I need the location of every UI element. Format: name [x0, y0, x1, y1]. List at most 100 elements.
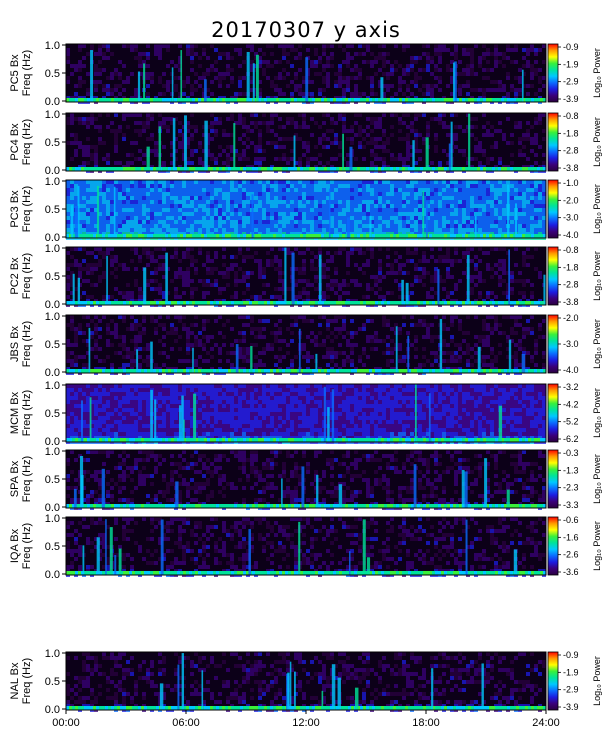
colorbar-tick-label: -3.0: [563, 213, 579, 223]
colorbar-tick-label: -0.9: [563, 650, 579, 660]
freq-axis-label: Freq (Hz): [21, 186, 33, 232]
y-tick-label: 0.0: [45, 367, 60, 379]
colorbar: [547, 179, 559, 239]
colorbar: [547, 112, 559, 172]
colorbar-tick-label: -3.3: [563, 500, 579, 510]
panel-1: 0.0 0.5 1.0 PC4 Bx Freq (Hz) -0.8 -1.8 -2.8 -3.8…: [9, 109, 602, 177]
y-tick-label: 0.0: [45, 704, 60, 716]
colorbar: [547, 43, 559, 103]
colorbar-tick-label: -5.2: [563, 417, 579, 427]
station-label: PC3 Bx: [9, 190, 21, 228]
colorbar-label: Log₁₀ Power: [592, 388, 602, 438]
y-tick-label: 1.0: [45, 40, 60, 52]
panel-8: 0.0 0.5 1.0 NAL Bx Freq (Hz) -0.9 -1.9 -2.9 -3.9…: [9, 648, 602, 716]
freq-axis-label: Freq (Hz): [21, 658, 33, 704]
colorbar-tick-label: -2.0: [563, 195, 579, 205]
station-label: SPA Bx: [9, 460, 21, 497]
colorbar-tick-label: -0.3: [563, 448, 579, 458]
colorbar-tick-label: -3.9: [563, 702, 579, 712]
colorbar-tick-label: -2.3: [563, 483, 579, 493]
colorbar: [547, 314, 559, 374]
y-tick-label: 1.0: [45, 109, 60, 121]
y-tick-label: 0.5: [45, 676, 60, 688]
colorbar-tick-label: -3.9: [563, 94, 579, 104]
colorbar-tick-label: -0.8: [563, 111, 579, 121]
station-label: PC4 Bx: [9, 123, 21, 161]
y-tick-label: 1.0: [45, 380, 60, 392]
colorbar-tick-label: -2.9: [563, 77, 579, 87]
colorbar-label: Log₁₀ Power: [592, 251, 602, 301]
y-tick-label: 0.5: [45, 68, 60, 80]
colorbar: [547, 449, 559, 509]
colorbar-tick-label: -4.0: [563, 365, 579, 375]
y-tick-label: 0.5: [45, 474, 60, 486]
colorbar-label: Log₁₀ Power: [592, 319, 602, 369]
colorbar-tick-label: -4.2: [563, 399, 579, 409]
colorbar: [547, 246, 559, 306]
colorbar-label: Log₁₀ Power: [592, 117, 602, 167]
colorbar-tick-label: -1.6: [563, 532, 579, 542]
station-label: JBS Bx: [9, 325, 21, 362]
y-tick-label: 0.5: [45, 137, 60, 149]
colorbar-tick-label: -1.3: [563, 465, 579, 475]
freq-axis-label: Freq (Hz): [21, 523, 33, 569]
freq-axis-label: Freq (Hz): [21, 119, 33, 165]
freq-axis-label: Freq (Hz): [21, 390, 33, 436]
colorbar-tick-label: -4.0: [563, 230, 579, 240]
y-tick-label: 0.0: [45, 569, 60, 581]
colorbar: [547, 516, 559, 576]
colorbar: [547, 651, 559, 711]
y-tick-label: 0.5: [45, 541, 60, 553]
station-label: IQA Bx: [9, 528, 21, 563]
panel-2: 0.0 0.5 1.0 PC3 Bx Freq (Hz) -1.0 -2.0 -3.0 -4.0…: [9, 176, 602, 244]
y-tick-label: 0.0: [45, 96, 60, 108]
y-tick-label: 0.0: [45, 502, 60, 514]
colorbar-tick-label: -1.9: [563, 667, 579, 677]
panel-6: 0.0 0.5 1.0 SPA Bx Freq (Hz) -0.3 -1.3 -2.3 -3.3…: [9, 446, 602, 514]
colorbar-tick-label: -3.8: [563, 163, 579, 173]
colorbar-tick-label: -2.9: [563, 685, 579, 695]
y-tick-label: 0.0: [45, 299, 60, 311]
colorbar-tick-label: -0.9: [563, 42, 579, 52]
station-label: PC2 Bx: [9, 257, 21, 295]
station-label: PC5 Bx: [9, 54, 21, 92]
colorbar-label: Log₁₀ Power: [592, 184, 602, 234]
freq-axis-label: Freq (Hz): [21, 456, 33, 502]
station-label: MCM Bx: [9, 391, 21, 434]
colorbar-tick-label: -0.6: [563, 515, 579, 525]
panel-5: 0.0 0.5 1.0 MCM Bx Freq (Hz) -3.2 -4.2 -5.2 -6.2…: [9, 380, 602, 448]
y-tick-label: 0.5: [45, 271, 60, 283]
y-tick-label: 1.0: [45, 311, 60, 323]
colorbar-tick-label: -3.6: [563, 567, 579, 577]
colorbar-label: Log₁₀ Power: [592, 454, 602, 504]
figure-title: 20170307 y axis: [211, 18, 401, 42]
y-tick-label: 1.0: [45, 446, 60, 458]
station-label: NAL Bx: [9, 662, 21, 699]
colorbar-tick-label: -1.8: [563, 262, 579, 272]
x-tick-label: 06:00: [172, 717, 200, 729]
colorbar-tick-label: -2.8: [563, 280, 579, 290]
colorbar-tick-label: -3.2: [563, 382, 579, 392]
colorbar-tick-label: -1.0: [563, 178, 579, 188]
colorbar-tick-label: -6.2: [563, 434, 579, 444]
x-tick-label: 12:00: [292, 717, 320, 729]
panel-7: 0.0 0.5 1.0 IQA Bx Freq (Hz) -0.6 -1.6 -2.6 -3.6…: [9, 513, 602, 581]
y-tick-label: 0.0: [45, 436, 60, 448]
freq-axis-label: Freq (Hz): [21, 253, 33, 299]
colorbar-tick-label: -0.8: [563, 245, 579, 255]
colorbar-tick-label: -2.8: [563, 146, 579, 156]
freq-axis-label: Freq (Hz): [21, 50, 33, 96]
colorbar-tick-label: -3.8: [563, 297, 579, 307]
colorbar-label: Log₁₀ Power: [592, 656, 602, 706]
y-tick-label: 1.0: [45, 243, 60, 255]
y-tick-label: 0.5: [45, 408, 60, 420]
panel-0: 0.0 0.5 1.0 PC5 Bx Freq (Hz) -0.9 -1.9 -2.9 -3.9…: [9, 40, 602, 108]
y-tick-label: 0.0: [45, 232, 60, 244]
colorbar: [547, 383, 559, 443]
colorbar-label: Log₁₀ Power: [592, 48, 602, 98]
y-tick-label: 0.5: [45, 204, 60, 216]
y-tick-label: 0.5: [45, 339, 60, 351]
y-tick-label: 1.0: [45, 513, 60, 525]
y-tick-label: 1.0: [45, 176, 60, 188]
